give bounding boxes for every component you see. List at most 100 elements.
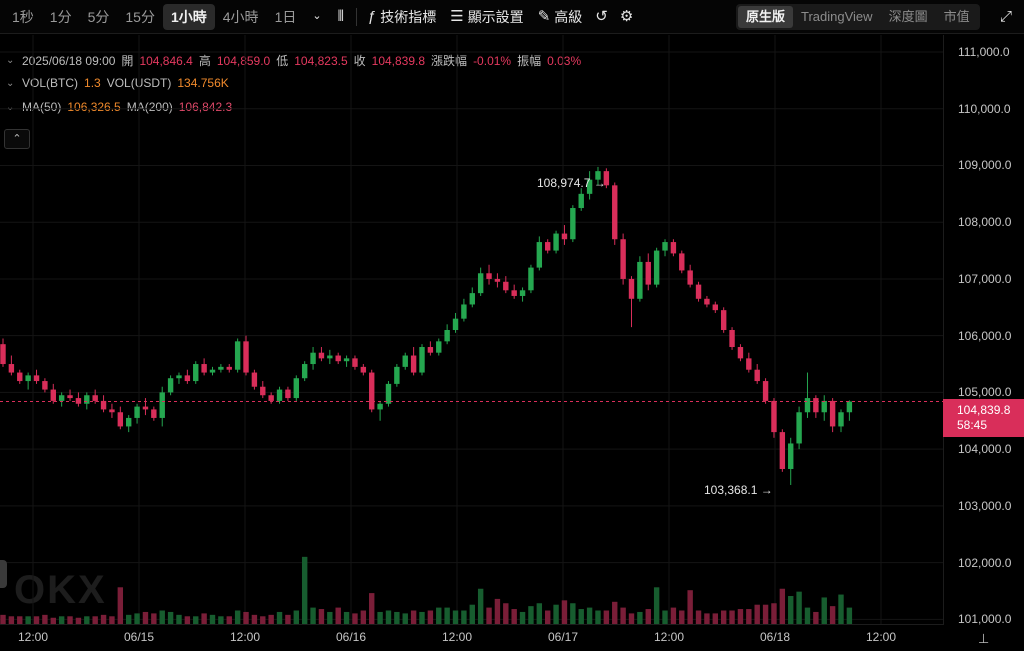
candle-body xyxy=(444,330,450,342)
open-value: 104,846.4 xyxy=(139,53,193,68)
time-axis[interactable] xyxy=(0,624,943,651)
interval-1[interactable]: 1分 xyxy=(49,8,72,25)
chevron-down-icon[interactable]: ⌄ xyxy=(6,55,15,66)
chevron-down-icon[interactable]: ⌄ xyxy=(6,77,15,89)
resize-icon[interactable]: ⊥ xyxy=(978,631,990,646)
candle-body xyxy=(419,347,425,373)
volume-bar xyxy=(318,609,325,625)
volume-bar xyxy=(335,607,341,625)
interval-4[interactable]: 1小時 xyxy=(162,3,215,30)
candle-body xyxy=(679,253,685,271)
volume-bar xyxy=(486,607,492,625)
candle-body xyxy=(561,233,568,240)
candle-body xyxy=(494,278,501,282)
view-tab-1[interactable]: TradingView xyxy=(801,9,873,24)
candle-body xyxy=(729,330,735,348)
indicators-button[interactable]: ƒ 技術指標 xyxy=(361,7,443,27)
candle-body xyxy=(360,366,367,373)
candle-body xyxy=(645,261,651,285)
candle-body xyxy=(503,281,509,291)
gear-icon[interactable]: ⚙ xyxy=(619,8,634,25)
volume-bar xyxy=(846,607,853,625)
chevron-down-icon[interactable]: ⌄ xyxy=(6,101,15,113)
interval-2[interactable]: 5分 xyxy=(87,8,110,25)
volume-bar xyxy=(176,614,182,625)
fullscreen-icon[interactable]: ⤢ xyxy=(999,8,1012,25)
candle-body xyxy=(0,344,6,365)
candle-body xyxy=(754,369,760,382)
volume-bar xyxy=(360,610,367,625)
volume-bar xyxy=(25,616,31,625)
volume-bar xyxy=(645,609,651,625)
chevron-down-icon[interactable]: ⌄ xyxy=(312,10,322,22)
candle-body xyxy=(788,443,794,469)
interval-6[interactable]: 1日 xyxy=(274,8,297,25)
low-label: 低 xyxy=(276,54,289,68)
candle-body xyxy=(612,185,618,240)
amplitude-label: 振幅 xyxy=(517,54,542,68)
vol-usdt-value: 134.756K xyxy=(177,76,229,90)
volume-bar xyxy=(234,610,241,625)
volume-bar xyxy=(33,616,40,625)
candle-body xyxy=(536,242,543,268)
collapse-legend-button[interactable]: ⌃ xyxy=(4,129,30,149)
reset-icon[interactable]: ↺ xyxy=(595,8,608,25)
volume-bar xyxy=(193,616,199,625)
candle-body xyxy=(226,366,232,370)
volume-bar xyxy=(310,607,316,625)
candle-body xyxy=(436,341,442,353)
interval-3[interactable]: 15分 xyxy=(125,8,155,25)
close-value: 104,839.8 xyxy=(371,53,426,68)
ma-legend: ⌄ MA(50) 106,326.5 MA(200) 106,842.3 xyxy=(6,100,232,114)
candle-body xyxy=(100,400,107,410)
candle-body xyxy=(838,412,844,427)
volume-bar xyxy=(0,614,6,625)
candle-body xyxy=(829,400,836,427)
volume-bar xyxy=(301,556,308,625)
volume-bar xyxy=(343,611,350,625)
volume-bar xyxy=(67,616,73,625)
view-tab-2[interactable]: 深度圖 xyxy=(888,9,928,24)
candle-body xyxy=(117,412,124,427)
volume-bar xyxy=(251,614,258,625)
volume-bar xyxy=(126,614,132,625)
candle-body xyxy=(846,401,853,413)
candle-body xyxy=(234,341,241,370)
volume-bar xyxy=(586,607,593,625)
price-tick-label: 104,000.0 xyxy=(958,442,1012,457)
high-marker: 108,974.7 → xyxy=(537,176,606,190)
low-marker-value: 103,368.1 xyxy=(704,483,758,497)
display-settings-label: 顯示設置 xyxy=(467,8,524,25)
ma50-label: MA(50) xyxy=(22,100,62,114)
volume-bar xyxy=(637,611,643,625)
volume-bar xyxy=(561,600,568,625)
advanced-button[interactable]: ✎ 高級 xyxy=(531,7,590,27)
candle-type-icon[interactable]: ⫴ xyxy=(337,8,344,25)
volume-bar xyxy=(377,611,383,625)
volume-bar xyxy=(771,603,777,625)
display-settings-button[interactable]: ☰ 顯示設置 xyxy=(443,7,530,27)
volume-bar xyxy=(838,594,844,625)
ohlc-legend: ⌄ 2025/06/18 09:00 開 104,846.4 高 104,859… xyxy=(6,52,581,69)
toolbar-divider xyxy=(355,7,357,26)
candle-body xyxy=(377,403,383,410)
volume-bar xyxy=(402,613,408,625)
volume-bar xyxy=(553,604,559,625)
okx-watermark: OKX xyxy=(14,568,107,612)
side-panel-handle[interactable] xyxy=(0,560,7,588)
view-tab-3[interactable]: 市值 xyxy=(943,9,970,24)
interval-0[interactable]: 1秒 xyxy=(12,8,34,25)
candle-body xyxy=(813,398,819,413)
volume-bar xyxy=(134,613,140,625)
volume-bar xyxy=(469,604,475,625)
candle-date: 2025/06/18 09:00 xyxy=(22,53,116,68)
interval-5[interactable]: 4小時 xyxy=(222,8,259,25)
price-axis[interactable] xyxy=(943,35,1024,625)
candle-body xyxy=(92,395,98,401)
volume-bar xyxy=(503,603,509,625)
volume-bar xyxy=(167,611,174,625)
volume-bar xyxy=(670,607,677,625)
candlestick-chart[interactable] xyxy=(0,35,943,625)
candle-body xyxy=(109,409,115,413)
view-tab-0[interactable]: 原生版 xyxy=(738,6,794,28)
